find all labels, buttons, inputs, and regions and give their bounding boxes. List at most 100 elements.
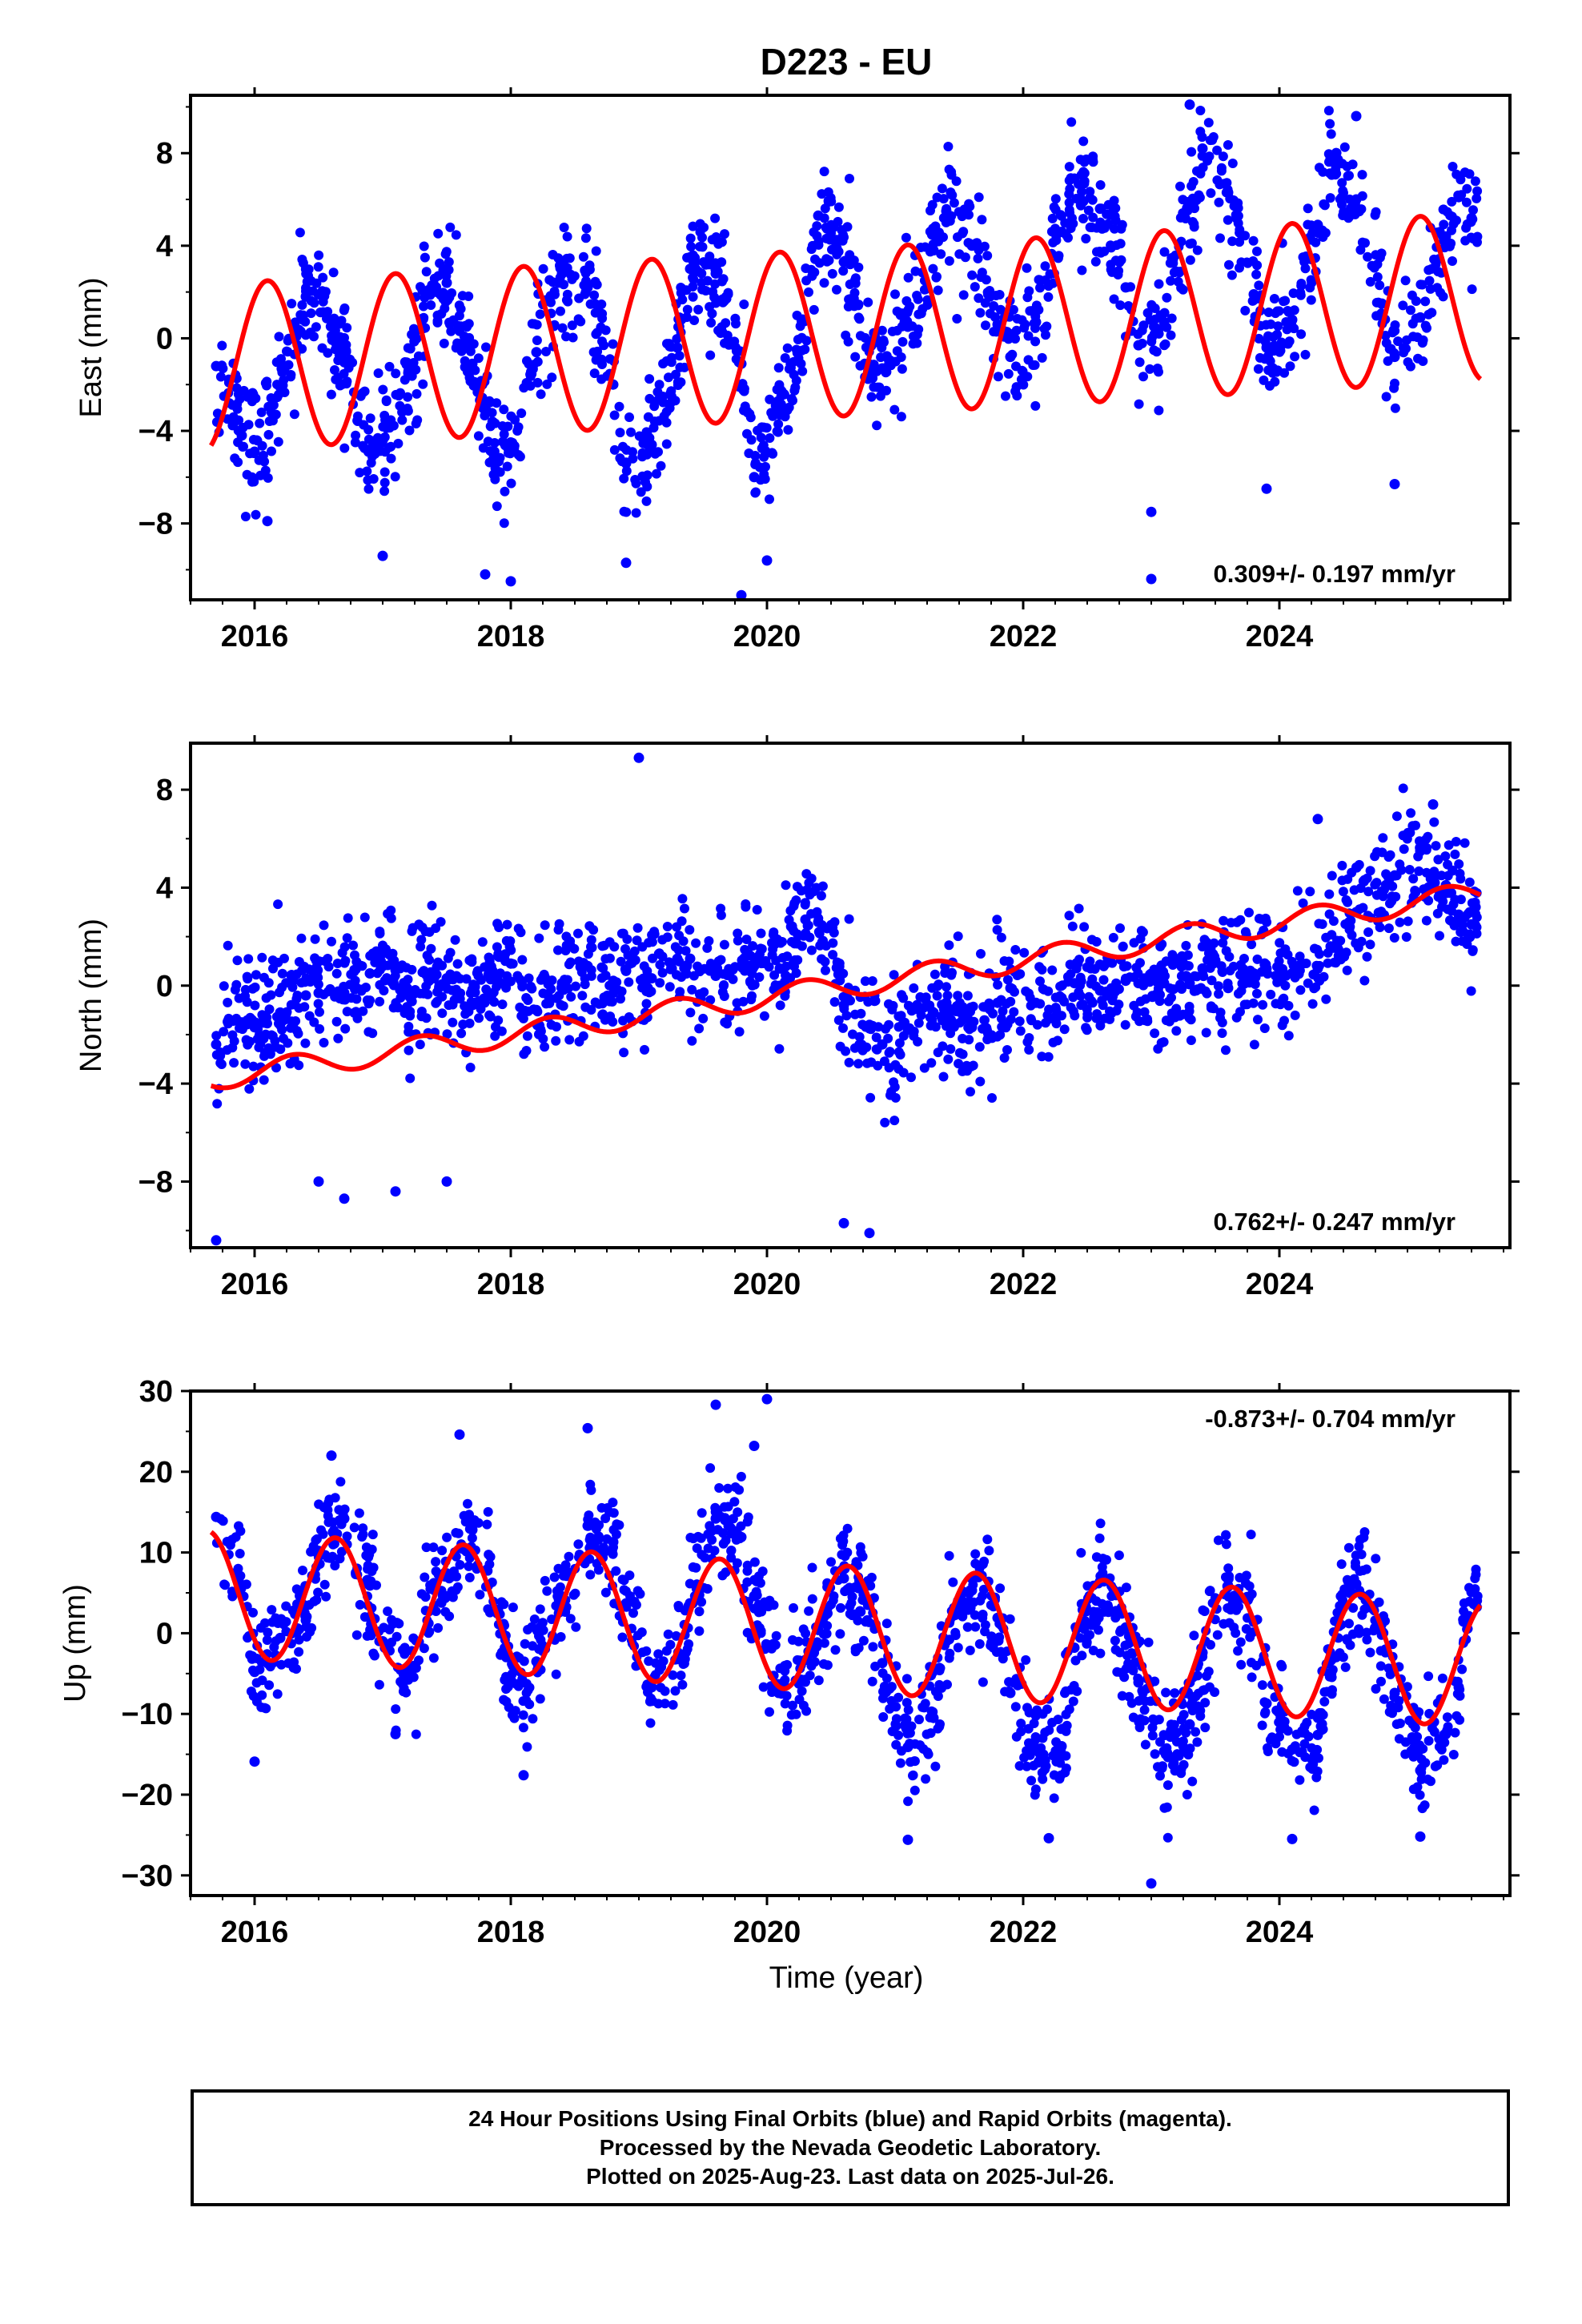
data-point [1289, 1757, 1299, 1767]
data-point [930, 969, 940, 979]
data-point [487, 408, 497, 418]
data-point [596, 374, 607, 384]
data-point [1311, 1772, 1322, 1783]
data-point [1359, 1527, 1370, 1537]
data-point [1186, 147, 1197, 157]
data-point [1295, 1747, 1305, 1758]
data-point [1370, 851, 1380, 862]
data-point [1026, 1014, 1036, 1024]
data-point [1014, 1016, 1025, 1027]
data-point [685, 233, 696, 243]
data-point [941, 997, 952, 1008]
data-point [1069, 978, 1080, 989]
data-point [351, 430, 361, 440]
data-point [331, 1016, 342, 1027]
data-point [1134, 1723, 1145, 1732]
data-point [758, 1682, 769, 1692]
data-point [594, 1520, 604, 1530]
data-point [681, 946, 691, 956]
data-point [736, 1521, 746, 1531]
data-point [251, 509, 261, 520]
data-point [384, 1624, 395, 1634]
data-point [836, 1602, 845, 1613]
data-point [1098, 975, 1109, 985]
data-point [1151, 323, 1162, 333]
data-point [695, 219, 705, 229]
data-point [313, 999, 323, 1009]
data-point [556, 268, 568, 279]
data-point [309, 1596, 319, 1606]
data-point [273, 1618, 283, 1628]
data-point [1064, 162, 1074, 172]
data-point [440, 249, 451, 259]
data-point [330, 365, 339, 375]
data-point [733, 935, 743, 946]
data-point [1267, 1732, 1277, 1743]
data-point [492, 453, 504, 464]
data-point [384, 423, 395, 433]
data-point [267, 1030, 277, 1040]
data-point [1255, 352, 1265, 363]
data-point [585, 1570, 596, 1580]
data-point [393, 1003, 404, 1013]
data-point [967, 270, 978, 280]
data-point [1337, 159, 1347, 169]
plot-frame-east [189, 94, 1512, 601]
data-point [349, 1522, 359, 1533]
data-point [895, 1050, 905, 1059]
data-point [433, 1622, 444, 1633]
data-point [492, 919, 503, 929]
data-point [1439, 219, 1449, 230]
data-point [321, 1591, 331, 1602]
data-point [829, 997, 840, 1007]
data-point [444, 317, 454, 328]
data-point [749, 472, 760, 483]
data-point [982, 251, 993, 261]
data-point [381, 395, 391, 405]
data-point [1091, 1013, 1102, 1023]
x-tick-label: 2018 [477, 1268, 545, 1301]
data-point [590, 299, 600, 309]
data-point [988, 1008, 998, 1019]
data-point [267, 416, 278, 426]
data-point [655, 959, 665, 970]
data-point [673, 1601, 684, 1610]
data-point [405, 1073, 416, 1084]
data-point [1087, 974, 1098, 984]
data-point [359, 912, 370, 923]
data-point [334, 1505, 344, 1515]
data-point [609, 942, 620, 952]
data-point [519, 383, 529, 393]
data-point [1077, 187, 1086, 197]
data-point [1006, 996, 1016, 1007]
data-point [632, 1630, 643, 1641]
data-point [1354, 1541, 1364, 1551]
data-point [732, 998, 742, 1008]
data-point [262, 376, 272, 387]
data-point [1391, 1719, 1402, 1729]
data-point [736, 960, 747, 971]
data-point [477, 937, 488, 947]
data-point [660, 1686, 670, 1696]
data-point [1204, 151, 1215, 162]
data-point [671, 369, 681, 380]
data-point [597, 360, 607, 369]
data-point [574, 1036, 584, 1047]
data-point [773, 419, 784, 429]
data-point [827, 268, 837, 279]
data-point [1075, 155, 1086, 165]
data-point [1085, 956, 1095, 967]
data-point [1341, 947, 1351, 958]
data-point [535, 1694, 545, 1704]
data-point [249, 476, 259, 487]
data-point [350, 437, 360, 448]
data-point [1175, 181, 1185, 191]
data-point [1154, 964, 1165, 975]
data-point [1227, 159, 1238, 168]
data-point [229, 1058, 239, 1068]
data-point [329, 1538, 339, 1549]
data-point [309, 298, 319, 308]
data-point [248, 1061, 259, 1072]
data-point [363, 1552, 374, 1562]
